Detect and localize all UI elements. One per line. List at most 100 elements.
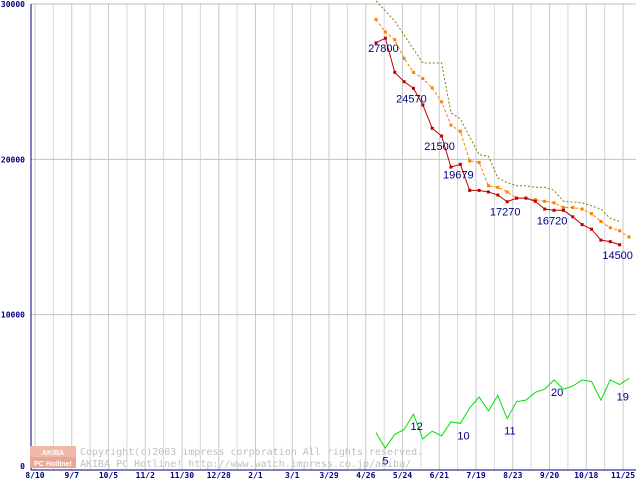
- series-marker-avg-price: [590, 212, 594, 216]
- chart-point-labels: 27800 24570 21500 19679 17270 16720 14500 5 12 10…: [368, 43, 633, 467]
- x-tick-label: 8/23: [503, 471, 522, 480]
- data-label: 20: [551, 387, 563, 399]
- data-label: 11: [504, 426, 515, 438]
- x-tick-label: 9/7: [65, 471, 80, 480]
- y-tick-label: 10000: [1, 311, 25, 320]
- series-marker-avg-price: [533, 198, 537, 202]
- series-marker-avg-price: [393, 38, 397, 42]
- data-label: 19: [617, 392, 629, 404]
- series-line-max-price: [375, 0, 620, 222]
- series-marker-avg-price: [486, 184, 490, 188]
- series-marker-avg-price: [543, 199, 547, 203]
- logo-top-text: AKIBA: [42, 450, 64, 457]
- series-marker-min-price: [477, 188, 481, 192]
- series-marker-avg-price: [411, 70, 415, 74]
- x-tick-label: 6/21: [430, 471, 449, 480]
- x-tick-label: 11/30: [170, 471, 194, 480]
- series-marker-avg-price: [458, 129, 462, 133]
- x-tick-label: 7/19: [466, 471, 485, 480]
- logo-bottom-text: PC Hotline!: [34, 461, 72, 468]
- series-marker-min-price: [458, 162, 462, 166]
- series-marker-avg-price: [449, 123, 453, 127]
- series-marker-min-price: [505, 200, 509, 204]
- x-tick-label: 5/24: [393, 471, 412, 480]
- series-marker-min-price: [393, 70, 397, 74]
- akiba-logo: AKIBA PC Hotline!: [30, 446, 76, 468]
- data-label: 12: [410, 421, 422, 433]
- series-marker-min-price: [580, 223, 584, 227]
- data-label: 21500: [424, 141, 455, 153]
- series-marker-avg-price: [402, 56, 406, 60]
- series-marker-avg-price: [571, 205, 575, 209]
- series-marker-avg-price: [608, 226, 612, 230]
- series-marker-avg-price: [627, 235, 631, 239]
- series-marker-min-price: [402, 80, 406, 84]
- site-url-text: AKIBA PC Hotline! http://www.watch.impre…: [80, 459, 411, 470]
- series-marker-min-price: [440, 134, 444, 138]
- series-marker-avg-price: [383, 30, 387, 34]
- y-tick-label: 30000: [1, 0, 25, 9]
- chart-grid: [31, 3, 636, 471]
- copyright-text: Copyright(c)2003 impress corporation All…: [80, 447, 423, 458]
- series-marker-min-price: [599, 238, 603, 242]
- series-marker-min-price: [533, 199, 537, 203]
- x-tick-label: 8/10: [25, 471, 44, 480]
- y-tick-label: 20000: [1, 155, 25, 164]
- series-marker-min-price: [421, 103, 425, 107]
- x-tick-label: 10/5: [99, 471, 118, 480]
- series-marker-min-price: [608, 240, 612, 244]
- series-marker-avg-price: [496, 185, 500, 189]
- data-label: 17270: [490, 207, 521, 219]
- series-marker-min-price: [515, 196, 519, 200]
- series-marker-min-price: [543, 207, 547, 211]
- series-marker-avg-price: [505, 190, 509, 194]
- data-label: 16720: [537, 215, 568, 227]
- series-marker-min-price: [383, 36, 387, 40]
- x-tick-label: 11/2: [136, 471, 155, 480]
- x-tick-label: 9/20: [540, 471, 559, 480]
- series-marker-min-price: [618, 243, 622, 247]
- chart-series: [374, 0, 631, 450]
- x-tick-label: 10/18: [574, 471, 598, 480]
- data-label: 19679: [443, 169, 474, 181]
- series-marker-min-price: [374, 41, 378, 45]
- series-marker-avg-price: [477, 160, 481, 164]
- series-marker-avg-price: [599, 219, 603, 223]
- series-marker-min-price: [571, 215, 575, 219]
- series-marker-min-price: [496, 193, 500, 197]
- data-label: 5: [382, 455, 388, 467]
- x-tick-label: 12/28: [207, 471, 231, 480]
- data-label: 24570: [396, 93, 427, 105]
- series-marker-avg-price: [561, 205, 565, 209]
- x-tick-label: 4/26: [356, 471, 375, 480]
- data-label: 27800: [368, 43, 399, 55]
- series-line-avg-price: [375, 19, 630, 238]
- series-marker-min-price: [561, 208, 565, 212]
- series-marker-min-price: [524, 196, 528, 200]
- series-marker-avg-price: [618, 229, 622, 233]
- series-marker-min-price: [486, 190, 490, 194]
- x-tick-label: 2/1: [248, 471, 263, 480]
- series-marker-avg-price: [552, 201, 556, 205]
- series-marker-min-price: [468, 188, 472, 192]
- watermark: AKIBA PC Hotline! Copyright(c)2003 impre…: [30, 446, 423, 470]
- series-marker-avg-price: [374, 18, 378, 22]
- data-label: 14500: [602, 250, 633, 262]
- y-tick-label: 0: [20, 462, 25, 471]
- series-marker-min-price: [411, 86, 415, 90]
- x-tick-label: 3/1: [285, 471, 300, 480]
- x-tick-label: 3/29: [319, 471, 338, 480]
- series-marker-avg-price: [440, 100, 444, 104]
- series-marker-min-price: [430, 126, 434, 130]
- series-marker-min-price: [449, 165, 453, 169]
- series-marker-avg-price: [421, 77, 425, 81]
- series-marker-min-price: [590, 227, 594, 231]
- series-marker-avg-price: [580, 207, 584, 211]
- series-marker-min-price: [552, 208, 556, 212]
- series-marker-avg-price: [430, 86, 434, 90]
- series-marker-avg-price: [468, 159, 472, 163]
- x-tick-label: 11/25: [611, 471, 635, 480]
- series-line-shop-count: [375, 377, 630, 450]
